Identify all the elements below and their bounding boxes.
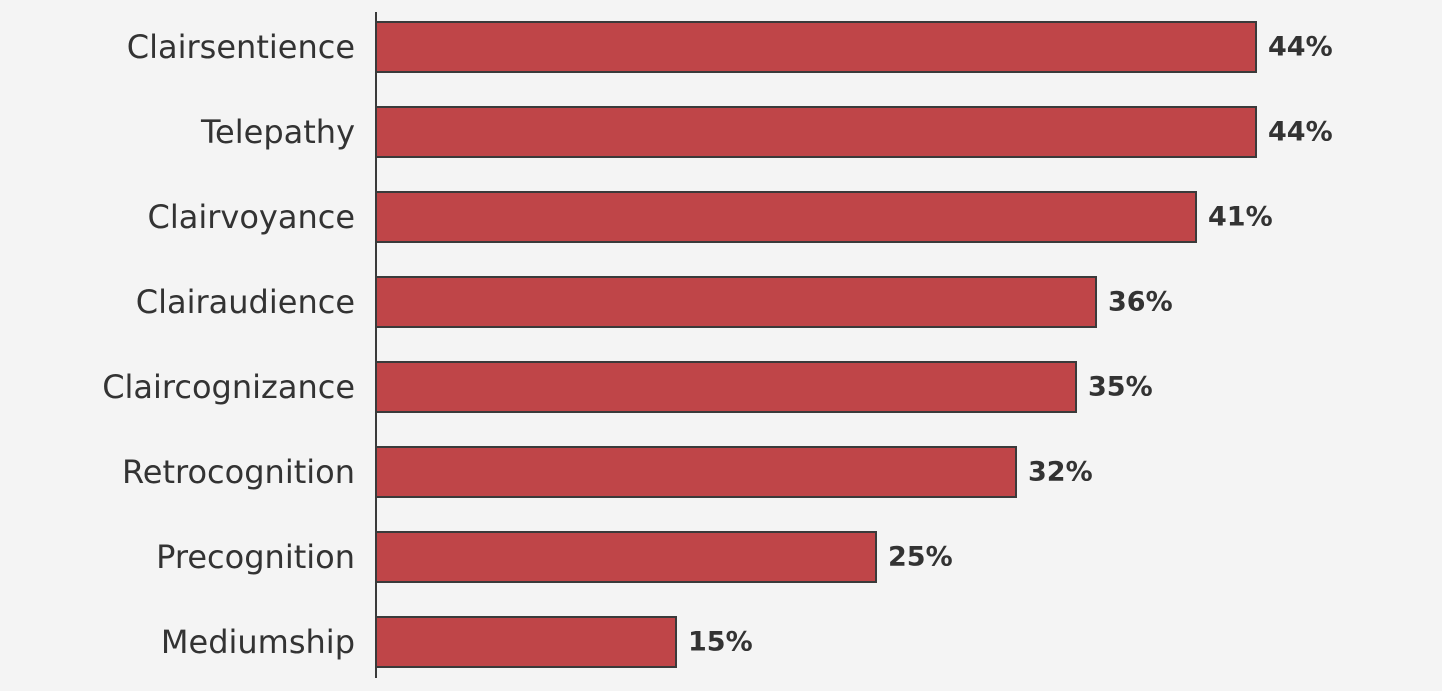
- value-label-claircognizance: 35%: [1088, 372, 1153, 403]
- bar-telepathy: [375, 106, 1257, 158]
- value-label-mediumship: 15%: [688, 627, 753, 658]
- value-labels-group: 44% 44% 41% 36% 35% 32% 25% 15%: [688, 32, 1333, 658]
- category-label-claircognizance: Claircognizance: [102, 368, 355, 406]
- category-label-clairaudience: Clairaudience: [136, 283, 355, 321]
- bar-precognition: [375, 531, 877, 583]
- category-label-telepathy: Telepathy: [200, 113, 355, 151]
- category-label-precognition: Precognition: [156, 538, 355, 576]
- category-label-clairsentience: Clairsentience: [127, 28, 355, 66]
- category-label-mediumship: Mediumship: [161, 623, 355, 661]
- category-label-clairvoyance: Clairvoyance: [147, 198, 355, 236]
- bar-clairsentience: [375, 21, 1257, 73]
- bar-mediumship: [375, 616, 677, 668]
- value-label-telepathy: 44%: [1268, 117, 1333, 148]
- value-label-precognition: 25%: [888, 542, 953, 573]
- bar-clairvoyance: [375, 191, 1197, 243]
- value-label-clairvoyance: 41%: [1208, 202, 1273, 233]
- value-label-clairsentience: 44%: [1268, 32, 1333, 63]
- bars-group: [375, 21, 1257, 668]
- category-labels-group: Clairsentience Telepathy Clairvoyance Clair…: [102, 28, 355, 661]
- category-label-retrocognition: Retrocognition: [122, 453, 355, 491]
- value-label-retrocognition: 32%: [1028, 457, 1093, 488]
- value-label-clairaudience: 36%: [1108, 287, 1173, 318]
- bar-claircognizance: [375, 361, 1077, 413]
- bar-clairaudience: [375, 276, 1097, 328]
- bar-retrocognition: [375, 446, 1017, 498]
